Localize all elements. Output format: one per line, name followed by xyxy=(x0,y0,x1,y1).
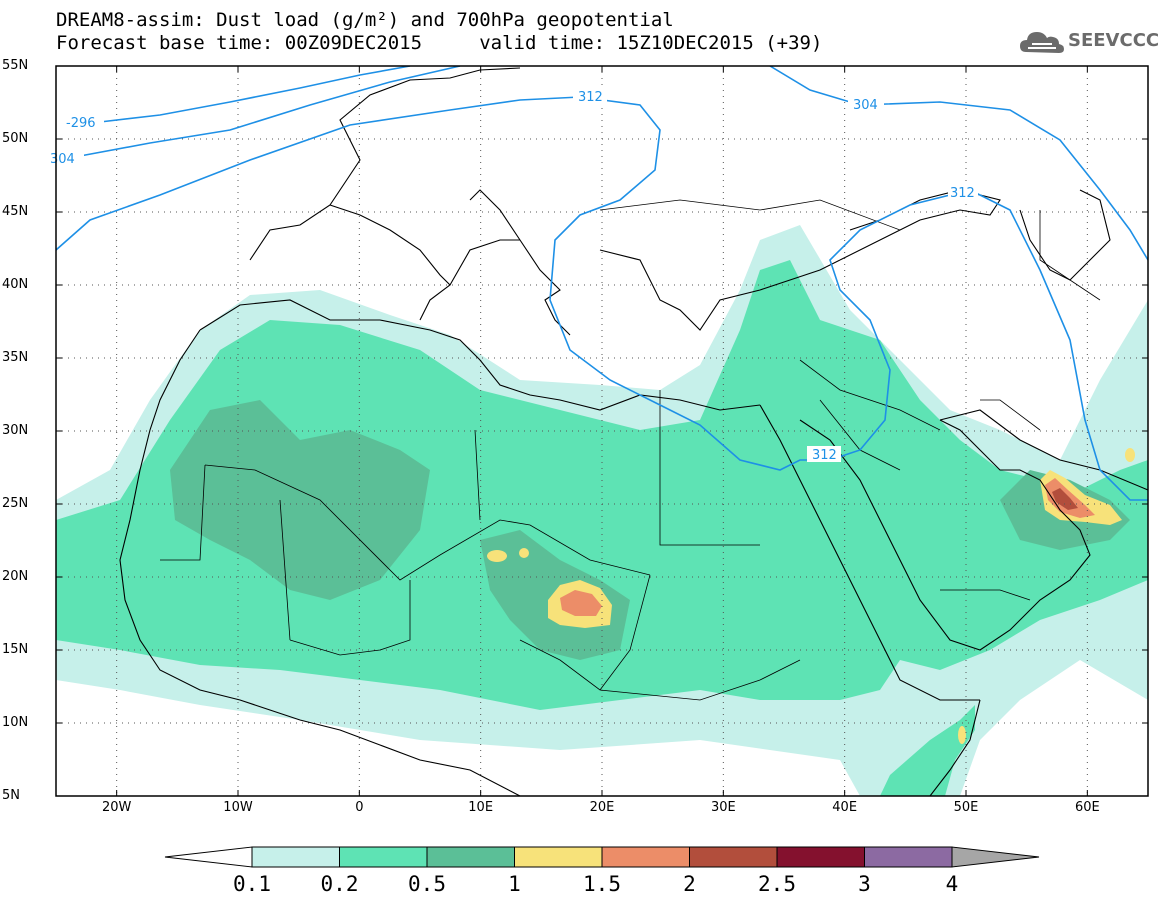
coast-africa-west xyxy=(119,329,521,796)
lat-label: 5N xyxy=(2,788,20,803)
coast-black-sea xyxy=(839,189,1001,261)
lat-label: 50N xyxy=(2,131,29,146)
lon-label: 20W xyxy=(101,800,132,815)
colorbar-label: 3 xyxy=(858,872,871,896)
logo-text: SEEVCCC xyxy=(1068,30,1160,51)
colorbar-over-arrow xyxy=(951,846,1040,868)
lon-label: 50E xyxy=(953,800,979,815)
dust-region-0.5-west xyxy=(170,400,430,600)
colorbar-label: 0.2 xyxy=(320,872,359,896)
lat-label: 15N xyxy=(2,642,29,657)
lon-label: 30E xyxy=(710,800,736,815)
title-line-2: Forecast base time: 00Z09DEC2015 valid t… xyxy=(56,32,823,54)
border-sahara xyxy=(160,390,801,701)
contour-label-312-north: 312 xyxy=(950,186,975,201)
dust-region-0.2-horn xyxy=(880,705,975,796)
colorbar-label: 2.5 xyxy=(758,872,796,896)
dust-region-1-north-2 xyxy=(519,548,529,558)
geopotential-contours xyxy=(56,66,1148,501)
title-line-1: DREAM8-assim: Dust load (g/m²) and 700hP… xyxy=(56,9,674,31)
colorbar-swatch xyxy=(689,846,778,868)
contour-312-west xyxy=(56,96,830,471)
dust-region-1-north xyxy=(487,550,507,562)
colorbar-swatch xyxy=(776,846,865,868)
dust-region-1.5-chad xyxy=(560,590,602,616)
colorbar-swatch xyxy=(339,846,428,868)
colorbar-label: 1.5 xyxy=(583,872,621,896)
lat-label: 55N xyxy=(2,58,29,73)
dust-region-1-somalia xyxy=(958,726,966,744)
seevccc-logo: SEEVCCC xyxy=(1018,26,1160,58)
colorbar-swatch xyxy=(426,846,515,868)
contour-label-296: -296 xyxy=(66,116,96,131)
colorbar xyxy=(164,846,1040,868)
colorbar-swatch xyxy=(514,846,603,868)
coast-caspian xyxy=(1019,189,1111,281)
coast-red-sea xyxy=(759,404,1091,701)
contour-304-east xyxy=(769,66,1148,261)
contour-312-east xyxy=(829,189,1148,501)
colorbar-label: 0.1 xyxy=(233,872,271,896)
contour-label-312-south: 312 xyxy=(812,448,837,463)
contour-label-304-east: 304 xyxy=(853,98,878,113)
coastlines xyxy=(119,67,1148,796)
contour-labels: -296 304 312 304 312 312 xyxy=(50,88,978,463)
lat-label: 30N xyxy=(2,423,29,438)
contour-304-west xyxy=(79,66,461,157)
colorbar-label: 0.5 xyxy=(408,872,446,896)
colorbar-swatch xyxy=(251,846,340,868)
lat-label: 25N xyxy=(2,496,29,511)
contour-label-304-west: 304 xyxy=(50,152,75,167)
lat-label: 20N xyxy=(2,569,29,584)
colorbar-label: 2 xyxy=(683,872,696,896)
lat-label: 10N xyxy=(2,715,29,730)
contour-296 xyxy=(99,66,411,123)
graticule xyxy=(56,66,1148,796)
coast-horn xyxy=(929,699,981,796)
lon-label: 40E xyxy=(832,800,858,815)
colorbar-label: 4 xyxy=(945,872,959,896)
lon-label: 10W xyxy=(223,800,253,815)
colorbar-label: 1 xyxy=(508,872,521,896)
dust-region-1-iran xyxy=(1125,448,1135,462)
lat-label: 35N xyxy=(2,350,29,365)
colorbar-swatch xyxy=(864,846,953,868)
coast-europe xyxy=(249,67,841,336)
cloud-icon xyxy=(1020,32,1064,53)
coast-iran xyxy=(939,409,1148,491)
colorbar-under-arrow xyxy=(164,846,253,868)
lat-label: 45N xyxy=(2,204,29,219)
colorbar-swatch xyxy=(601,846,690,868)
contour-label-312-west: 312 xyxy=(578,90,603,105)
axis-ticks xyxy=(56,65,1148,797)
lon-label: 20E xyxy=(589,800,615,815)
dust-region-2-oman xyxy=(1052,488,1078,510)
lon-label: 0 xyxy=(355,800,364,815)
lat-label: 40N xyxy=(2,277,29,292)
lon-label: 60E xyxy=(1074,800,1100,815)
lon-label: 10E xyxy=(468,800,494,815)
